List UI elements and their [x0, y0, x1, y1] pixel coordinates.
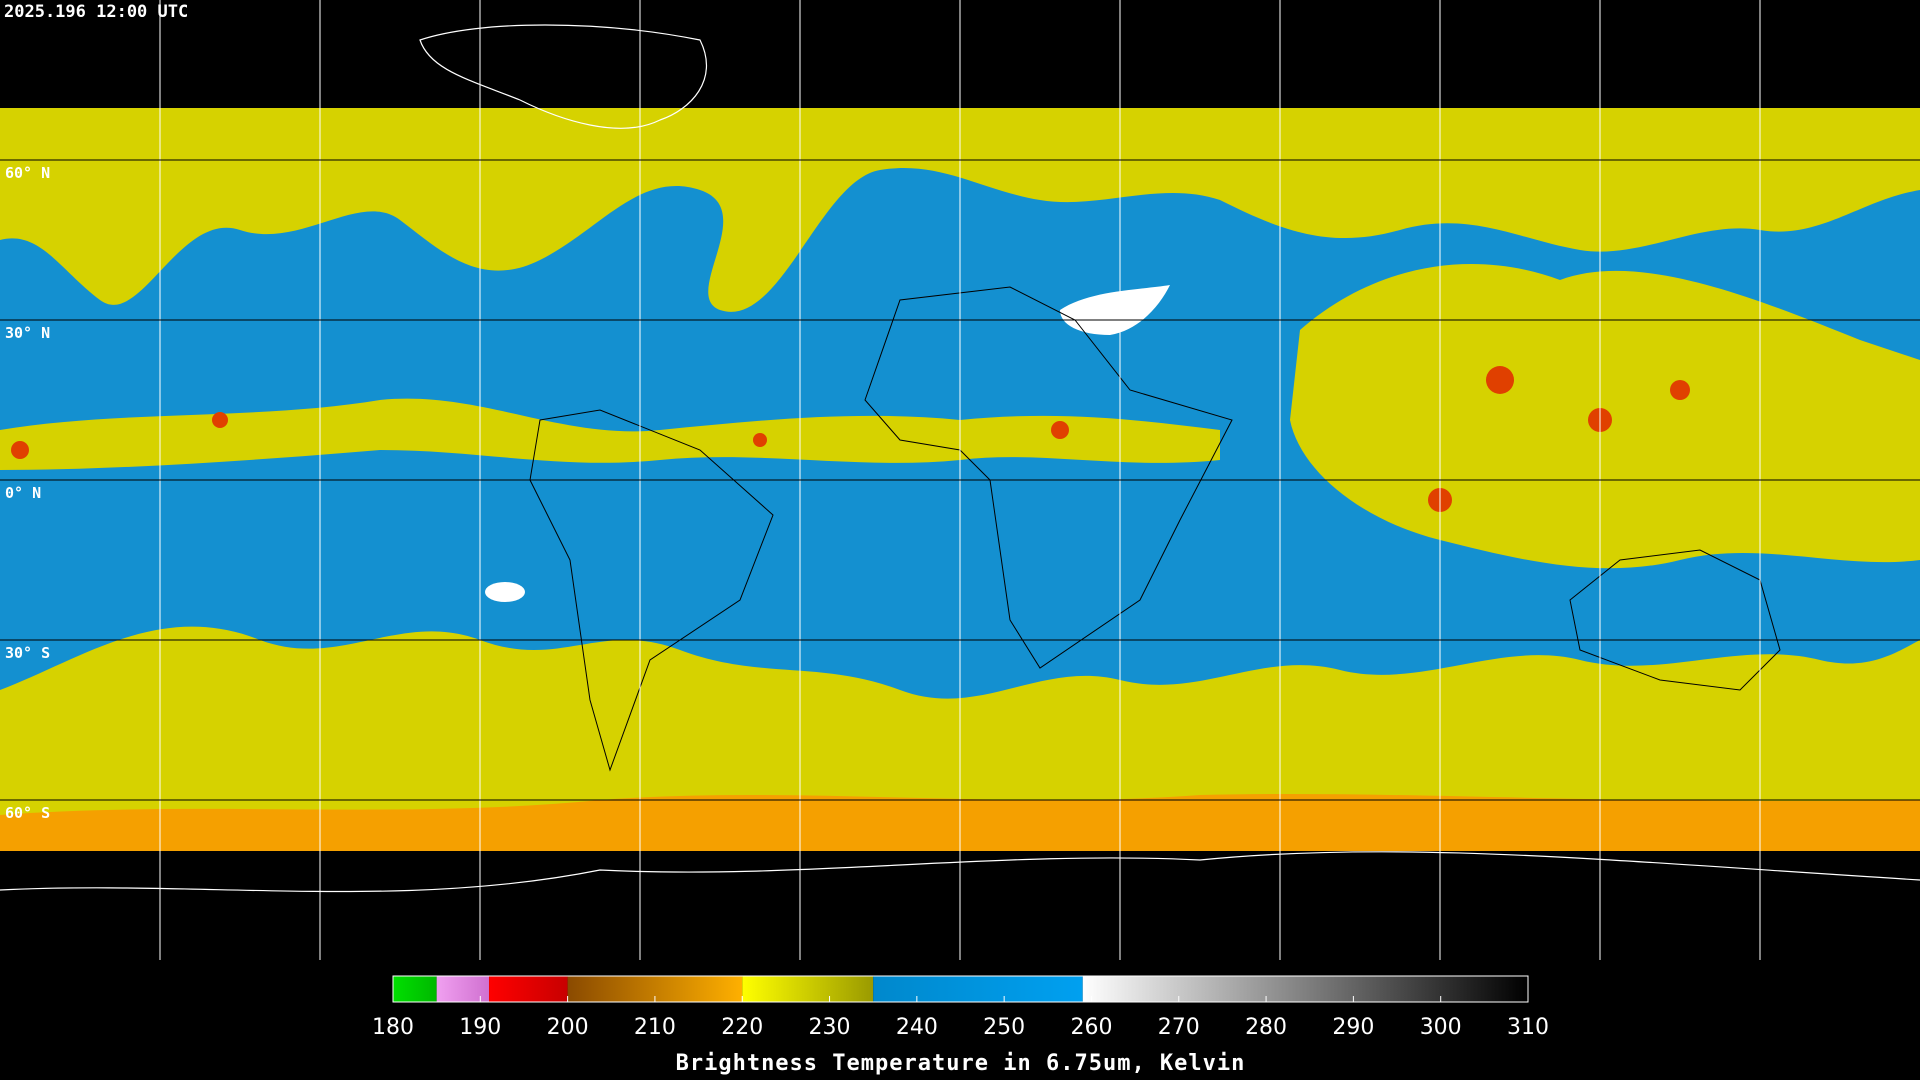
colorbar-segment	[1082, 976, 1528, 1002]
colorbar-tick-label: 240	[896, 1015, 938, 1040]
colorbar-tick-label: 230	[809, 1015, 851, 1040]
colorbar-segment	[742, 976, 874, 1002]
colorbar-tick-label: 290	[1332, 1015, 1374, 1040]
colorbar-tick-label: 180	[372, 1015, 414, 1040]
deep-convection	[11, 366, 1690, 512]
australia-outline	[1569, 549, 1781, 691]
colorbar-tick-label: 310	[1507, 1015, 1549, 1040]
dry-spot	[485, 582, 525, 602]
latitude-label: 60° S	[5, 804, 50, 822]
colorbar-tick-label: 260	[1070, 1015, 1112, 1040]
antarctica-outline	[0, 851, 1920, 893]
colorbar-segment	[436, 976, 490, 1002]
colorbar-tick-label: 300	[1420, 1015, 1462, 1040]
colorbar-tick-label: 200	[547, 1015, 589, 1040]
latitude-label: 30° N	[5, 324, 50, 342]
south-america-outline	[529, 409, 774, 772]
africa-outline	[864, 286, 1233, 669]
timestamp: 2025.196 12:00 UTC	[4, 2, 188, 22]
colorbar-tick-label: 270	[1158, 1015, 1200, 1040]
polar-coastlines	[0, 24, 1920, 893]
colorbar-tick-label: 190	[459, 1015, 501, 1040]
colorbar-tick-label: 280	[1245, 1015, 1287, 1040]
latitude-label: 30° S	[5, 644, 50, 662]
latitude-label: 0° N	[5, 484, 41, 502]
colorbar-tick-label: 210	[634, 1015, 676, 1040]
coastlines	[529, 286, 1781, 772]
itcz	[0, 398, 1220, 470]
colorbar: 180 190 200 210 220 230 240 250 260 270 280 290 300 3…	[372, 975, 1549, 1076]
colorbar-tick-label: 220	[721, 1015, 763, 1040]
dry-slot	[1060, 285, 1170, 335]
colorbar-frame	[392, 975, 1529, 1003]
colorbar-segment	[393, 976, 437, 1002]
latitude-label: 60° N	[5, 164, 50, 182]
graticule: 60° N 30° N 0° N 30° S 60° S	[0, 0, 1920, 960]
greenland-outline	[419, 24, 707, 129]
colorbar-segment	[489, 976, 568, 1002]
colorbar-segment	[873, 976, 1083, 1002]
colorbar-title: Brightness Temperature in 6.75um, Kelvin	[676, 1051, 1246, 1076]
colorbar-tick-label: 250	[983, 1015, 1025, 1040]
